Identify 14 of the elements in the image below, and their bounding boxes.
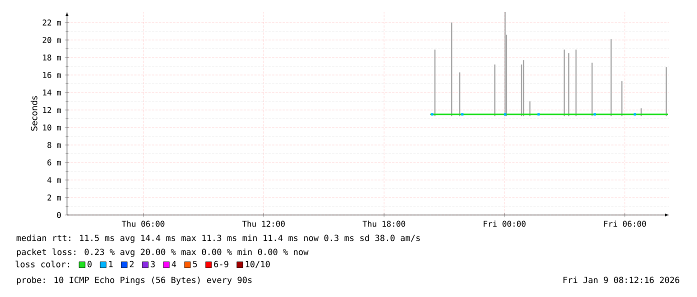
legend-label: 1: [109, 260, 113, 268]
text: median rtt: 11.5 ms avg 14.4 ms max 11.3 ms min 11.4 ms now 0.3 ms sd 38.0 am/s: [16, 234, 420, 243]
legend-label: 4: [172, 260, 176, 268]
legend-label: 2: [130, 260, 134, 268]
legend-label: 6-9: [214, 260, 228, 268]
legend-label: 3: [150, 260, 155, 268]
text: Fri Jan 9 08:12:16 2026: [564, 276, 680, 284]
legend-label: 10/10: [246, 260, 270, 268]
legend-title: loss color:: [16, 260, 70, 268]
legend-label: 5: [193, 260, 197, 268]
text: packet loss: 0.23 % avg 20.00 % max 0.00 % min 0.00 % now: [16, 248, 308, 257]
text: probe: 10 ICMP Echo Pings (56 Bytes) every 90s: [16, 276, 252, 285]
y-axis-title: Seconds: [30, 96, 38, 131]
legend-label: 0: [88, 260, 92, 268]
